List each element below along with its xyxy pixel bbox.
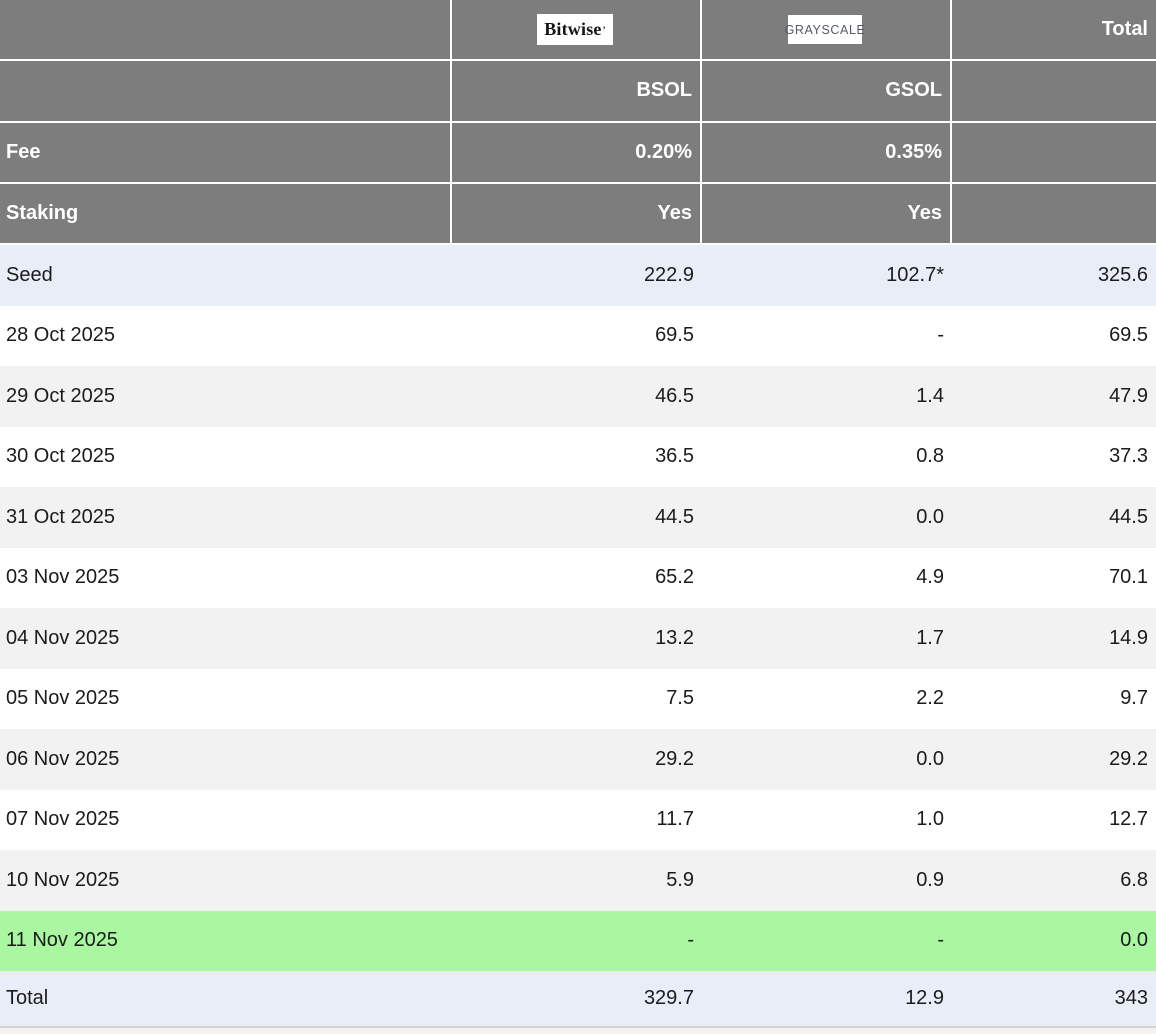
table-row: 10 Nov 2025 5.9 0.9 6.8 (0, 850, 1156, 911)
total-value: 0.0 (1120, 929, 1148, 952)
total-column-header: Total (1101, 18, 1148, 41)
gsol-value: - (937, 929, 944, 952)
header-empty-cell (0, 61, 452, 121)
fee-bsol-value: 0.20% (452, 122, 702, 182)
total-value: 47.9 (1109, 384, 1148, 407)
bsol-value: 46.5 (655, 384, 694, 407)
total-value: 12.7 (1109, 808, 1148, 831)
total-value: 9.7 (1120, 687, 1148, 710)
total-value: 29.2 (1109, 747, 1148, 770)
row-label: 06 Nov 2025 (6, 747, 120, 770)
next-row-partial (0, 1028, 1156, 1034)
gsol-value: 0.0 (916, 505, 944, 528)
table-row: 31 Oct 2025 44.5 0.0 44.5 (0, 487, 1156, 548)
table-row: Total 329.7 12.9 343 (0, 971, 1156, 1026)
gsol-value: 1.4 (916, 384, 944, 407)
bsol-value: 69.5 (655, 324, 694, 347)
table-row: 03 Nov 2025 65.2 4.9 70.1 (0, 547, 1156, 608)
gsol-ticker: GSOL (702, 61, 952, 121)
total-value: 14.9 (1109, 626, 1148, 649)
gsol-value: 12.9 (905, 987, 944, 1009)
total-value: 343 (1114, 987, 1148, 1009)
bsol-value: 29.2 (655, 747, 694, 770)
staking-label: Staking (0, 183, 452, 243)
fee-label: Fee (0, 122, 452, 182)
bsol-value: 36.5 (655, 445, 694, 468)
gsol-value: 4.9 (916, 566, 944, 589)
grayscale-logo: GRAYSCALE (785, 15, 865, 45)
table-row: Seed 222.9 102.7* 325.6 (0, 245, 1156, 306)
bitwise-header-cell: Bitwise’ (452, 0, 702, 60)
bsol-value: 65.2 (655, 566, 694, 589)
bsol-value: 13.2 (655, 626, 694, 649)
header-empty-cell (952, 123, 1156, 182)
bitwise-logo-mark: ’ (602, 24, 606, 35)
bsol-value: 222.9 (643, 263, 694, 286)
gsol-value: 0.9 (916, 868, 944, 891)
staking-gsol-value: Yes (702, 183, 952, 243)
bsol-value: - (687, 929, 694, 952)
gsol-value: 102.7* (886, 263, 944, 286)
row-label: 05 Nov 2025 (6, 687, 120, 710)
bsol-value: 7.5 (666, 687, 694, 710)
row-label: Total (6, 987, 49, 1009)
row-label: Seed (6, 263, 53, 286)
header-empty-cell (952, 61, 1156, 120)
row-label: 29 Oct 2025 (6, 384, 115, 407)
gsol-value: 1.0 (916, 808, 944, 831)
total-value: 69.5 (1109, 324, 1148, 347)
bitwise-logo: Bitwise’ (537, 14, 613, 46)
header-row-issuers: Bitwise’ GRAYSCALE Total (0, 0, 1156, 62)
header-empty-cell (952, 184, 1156, 243)
table-row: 30 Oct 2025 36.5 0.8 37.3 (0, 426, 1156, 487)
table-row: 05 Nov 2025 7.5 2.2 9.7 (0, 668, 1156, 729)
row-label: 11 Nov 2025 (6, 929, 118, 952)
gsol-value: 0.0 (916, 747, 944, 770)
gsol-value: - (937, 324, 944, 347)
total-value: 70.1 (1109, 566, 1148, 589)
table-row: 07 Nov 2025 11.7 1.0 12.7 (0, 789, 1156, 850)
header-row-tickers: BSOL GSOL (0, 61, 1156, 123)
bsol-value: 5.9 (666, 868, 694, 891)
fee-gsol-value: 0.35% (702, 122, 952, 182)
grayscale-logo-text: GRAYSCALE (784, 22, 866, 37)
table-row: 11 Nov 2025 - - 0.0 (0, 910, 1156, 971)
header-row-fee: Fee 0.20% 0.35% (0, 122, 1156, 184)
row-label: 03 Nov 2025 (6, 566, 120, 589)
table-body: Seed 222.9 102.7* 325.6 28 Oct 2025 69.5… (0, 245, 1156, 1026)
total-value: 6.8 (1120, 868, 1148, 891)
bsol-value: 44.5 (655, 505, 694, 528)
staking-bsol-value: Yes (452, 183, 702, 243)
row-label: 31 Oct 2025 (6, 505, 115, 528)
total-value: 37.3 (1109, 445, 1148, 468)
row-label: 10 Nov 2025 (6, 868, 120, 891)
gsol-value: 2.2 (916, 687, 944, 710)
row-label: 07 Nov 2025 (6, 808, 120, 831)
total-value: 325.6 (1097, 263, 1148, 286)
table-row: 04 Nov 2025 13.2 1.7 14.9 (0, 608, 1156, 669)
row-label: 28 Oct 2025 (6, 324, 115, 347)
bsol-value: 329.7 (643, 987, 694, 1009)
gsol-value: 1.7 (916, 626, 944, 649)
header-row-staking: Staking Yes Yes (0, 183, 1156, 245)
bsol-value: 11.7 (656, 808, 694, 831)
header-empty-cell (0, 0, 452, 60)
table-row: 28 Oct 2025 69.5 - 69.5 (0, 305, 1156, 366)
bsol-ticker: BSOL (452, 61, 702, 121)
row-label: 30 Oct 2025 (6, 445, 115, 468)
table-bottom-divider (0, 1026, 1156, 1028)
grayscale-header-cell: GRAYSCALE (702, 0, 952, 60)
row-label: 04 Nov 2025 (6, 626, 120, 649)
total-value: 44.5 (1109, 505, 1148, 528)
bitwise-logo-text: Bitwise (544, 19, 602, 40)
table-row: 29 Oct 2025 46.5 1.4 47.9 (0, 366, 1156, 427)
gsol-value: 0.8 (916, 445, 944, 468)
table-row: 06 Nov 2025 29.2 0.0 29.2 (0, 729, 1156, 790)
